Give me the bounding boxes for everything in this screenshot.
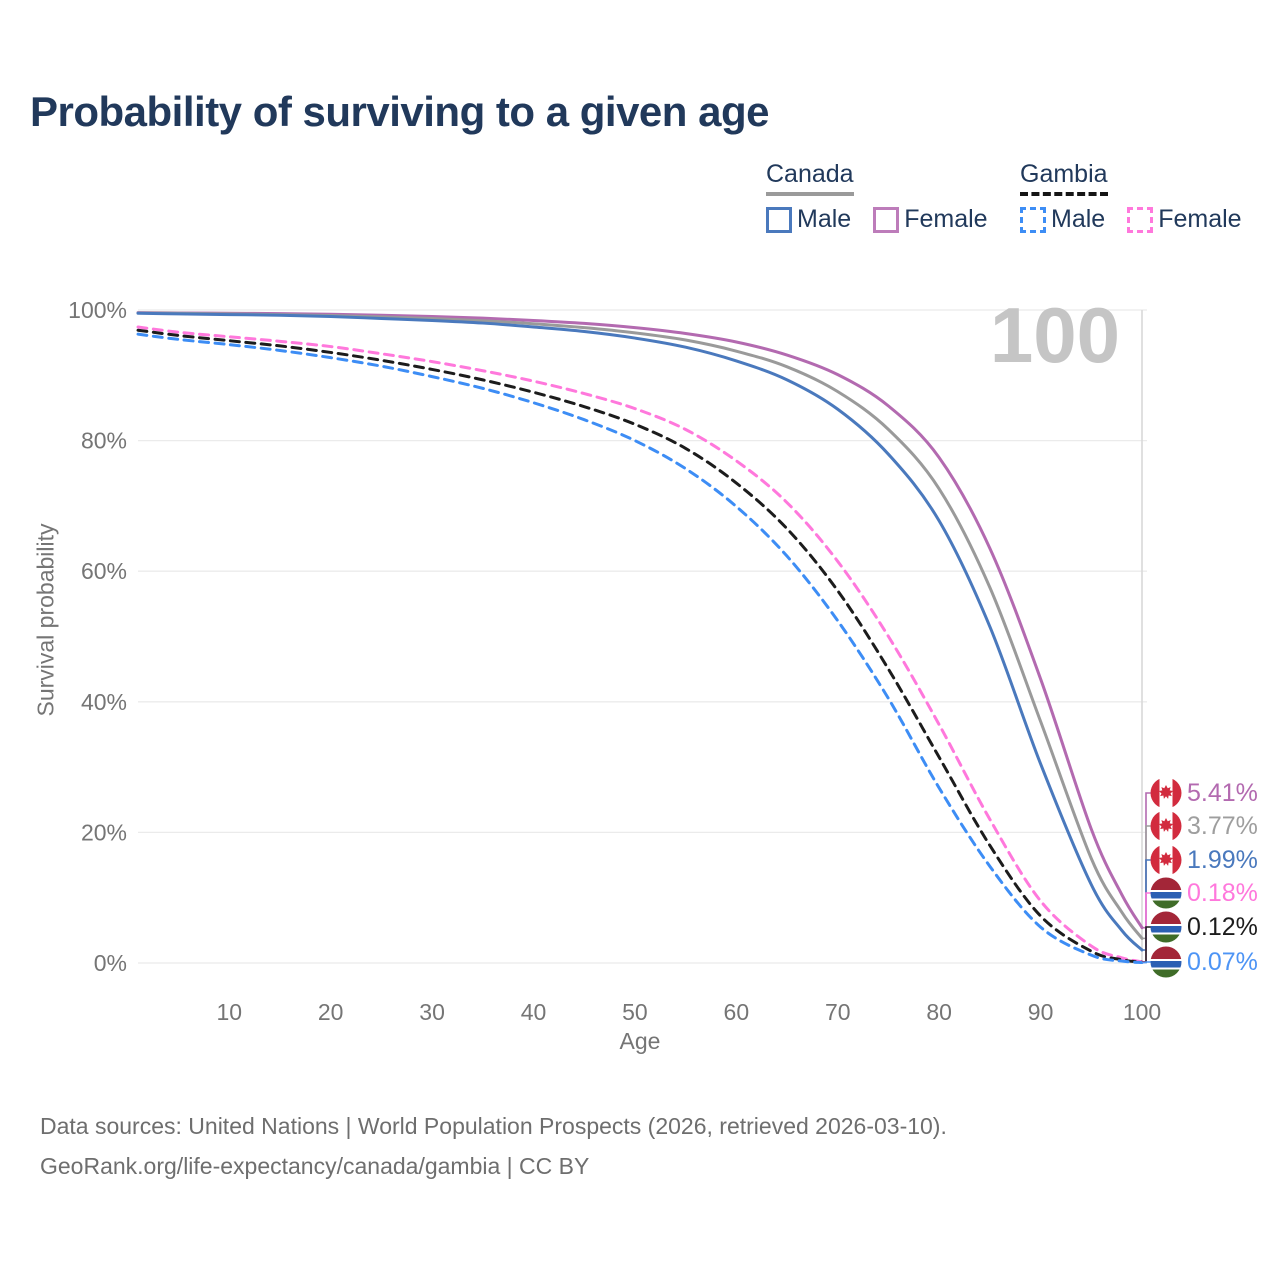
page-title: Probability of surviving to a given age bbox=[30, 88, 769, 135]
canada-male-swatch-icon bbox=[766, 206, 792, 233]
curve-canada-both bbox=[136, 311, 1144, 940]
legend-item-gambia-male[interactable]: Male bbox=[1020, 205, 1105, 234]
age-counter-watermark: 100 bbox=[989, 291, 1120, 379]
y-tick-label: 80% bbox=[81, 428, 127, 454]
x-tick-label: 10 bbox=[216, 999, 242, 1025]
legend-label-gambia-female: Female bbox=[1158, 205, 1242, 233]
y-axis-title: Survival probability bbox=[32, 523, 59, 717]
legend-gambia-title: Gambia bbox=[1020, 160, 1108, 196]
y-tick-label: 0% bbox=[94, 950, 127, 976]
legend-group-canada: Canada Male Female bbox=[766, 160, 988, 234]
legend-item-canada-female[interactable]: Female bbox=[873, 205, 988, 234]
end-label-gambia-both: 0.12% bbox=[1150, 910, 1258, 944]
x-tick-label: 40 bbox=[521, 999, 547, 1025]
gambia-male-swatch-icon bbox=[1020, 206, 1046, 233]
end-label-value: 5.41% bbox=[1187, 778, 1258, 807]
y-tick-label: 100% bbox=[68, 297, 127, 323]
legend-label-gambia-male: Male bbox=[1051, 205, 1106, 233]
end-label-canada-female: 5.41% bbox=[1150, 776, 1258, 810]
end-label-gambia-female: 0.18% bbox=[1150, 876, 1258, 910]
curve-gambia-both bbox=[136, 328, 1144, 964]
x-tick-label: 90 bbox=[1028, 999, 1054, 1025]
end-label-value: 1.99% bbox=[1187, 845, 1258, 874]
y-tick-label: 60% bbox=[81, 558, 127, 584]
gambia-flag-icon bbox=[1150, 877, 1182, 909]
legend: Canada Male Female Gambia Male bbox=[0, 160, 1280, 250]
end-label-canada-male: 1.99% bbox=[1150, 843, 1258, 877]
curve-canada-female bbox=[136, 311, 1144, 930]
x-tick-label: 50 bbox=[622, 999, 648, 1025]
canada-flag-icon bbox=[1150, 810, 1182, 842]
legend-label-canada-male: Male bbox=[797, 205, 852, 233]
legend-item-canada-male[interactable]: Male bbox=[766, 205, 851, 234]
end-label-value: 0.07% bbox=[1187, 947, 1258, 976]
gambia-female-swatch-icon bbox=[1127, 206, 1154, 233]
x-tick-label: 80 bbox=[926, 999, 952, 1025]
y-tick-label: 20% bbox=[81, 819, 127, 845]
x-tick-label: 100 bbox=[1123, 999, 1161, 1025]
gambia-flag-icon bbox=[1150, 911, 1182, 943]
canada-flag-icon bbox=[1150, 777, 1182, 809]
end-label-gambia-male: 0.07% bbox=[1150, 945, 1258, 979]
x-tick-label: 60 bbox=[724, 999, 750, 1025]
canada-flag-icon bbox=[1150, 844, 1182, 876]
data-sources-line1: Data sources: United Nations | World Pop… bbox=[40, 1113, 947, 1139]
leader-line bbox=[1142, 961, 1151, 964]
data-sources-line2: GeoRank.org/life-expectancy/canada/gambi… bbox=[40, 1153, 590, 1179]
x-tick-label: 20 bbox=[318, 999, 344, 1025]
end-label-canada-both: 3.77% bbox=[1150, 809, 1258, 843]
legend-item-gambia-female[interactable]: Female bbox=[1127, 205, 1242, 234]
end-label-value: 3.77% bbox=[1187, 811, 1258, 840]
canada-female-swatch-icon bbox=[873, 206, 900, 233]
data-sources: Data sources: United Nations | World Pop… bbox=[40, 1106, 947, 1186]
legend-group-gambia: Gambia Male Female bbox=[1020, 160, 1242, 234]
x-tick-label: 30 bbox=[419, 999, 445, 1025]
gambia-flag-icon bbox=[1150, 946, 1182, 978]
curve-gambia-female bbox=[136, 325, 1144, 964]
y-tick-label: 40% bbox=[81, 689, 127, 715]
end-label-value: 0.18% bbox=[1187, 878, 1258, 907]
curve-canada-male bbox=[136, 311, 1144, 952]
legend-label-canada-female: Female bbox=[904, 205, 988, 233]
curve-gambia-male bbox=[136, 332, 1144, 965]
legend-canada-title: Canada bbox=[766, 160, 854, 196]
end-label-value: 0.12% bbox=[1187, 912, 1258, 941]
x-tick-label: 70 bbox=[825, 999, 851, 1025]
x-axis-title: Age bbox=[619, 1028, 661, 1054]
